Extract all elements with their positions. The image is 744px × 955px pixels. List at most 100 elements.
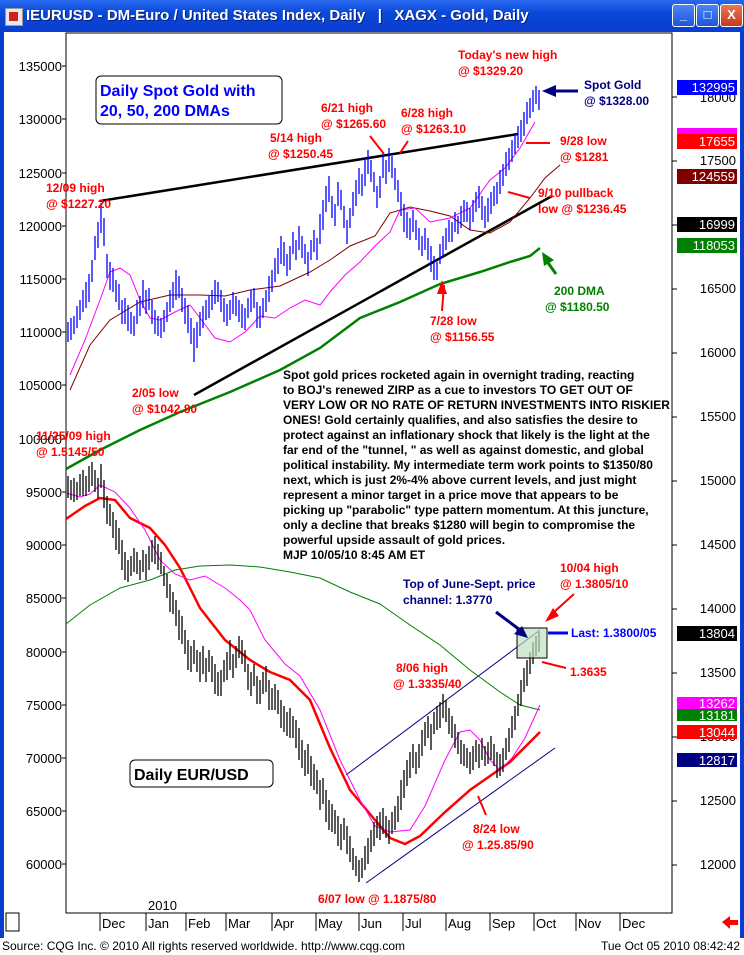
svg-text:17500: 17500 <box>700 153 736 168</box>
svg-text:May: May <box>318 916 343 931</box>
svg-text:@ 1.25.85/90: @ 1.25.85/90 <box>462 838 534 852</box>
gold-20dma-line <box>69 121 536 376</box>
svg-text:@ $1227.20: @ $1227.20 <box>46 197 111 211</box>
svg-text:200 DMA: 200 DMA <box>554 284 605 298</box>
svg-text:Mar: Mar <box>228 916 251 931</box>
svg-text:60000: 60000 <box>26 857 62 872</box>
svg-text:Dec: Dec <box>622 916 646 931</box>
svg-text:@ $1180.50: @ $1180.50 <box>545 300 610 314</box>
svg-text:118053: 118053 <box>693 238 735 253</box>
eur-annotations: 11/25/09 high @ 1.5145/50 6/07 low @ 1.1… <box>36 429 629 906</box>
minimize-button[interactable]: _ <box>672 4 695 27</box>
svg-text:105000: 105000 <box>19 378 62 393</box>
svg-text:110000: 110000 <box>20 325 62 340</box>
svg-text:17655: 17655 <box>699 134 735 149</box>
arrow-left-icon <box>542 85 556 97</box>
svg-text:120000: 120000 <box>19 219 62 234</box>
upper-trendline <box>99 132 519 203</box>
svg-text:75000: 75000 <box>26 698 62 713</box>
svg-text:Top of June-Sept. price: Top of June-Sept. price <box>403 577 536 591</box>
chart-svg: 135000 130000 125000 120000 115000 11000… <box>5 32 738 932</box>
maximize-button[interactable]: □ <box>696 4 719 27</box>
annotation-1209-high: 12/09 high <box>46 181 105 195</box>
svg-text:VERY LOW OR NO RATE OF RETURN: VERY LOW OR NO RATE OF RETURN INVESTMENT… <box>283 398 670 412</box>
svg-text:@ 1.5145/50: @ 1.5145/50 <box>36 445 105 459</box>
svg-text:9/10 pullback: 9/10 pullback <box>538 186 614 200</box>
eur-50dma-line <box>65 496 541 846</box>
scroll-box[interactable] <box>5 912 20 932</box>
svg-text:13500: 13500 <box>700 665 736 680</box>
svg-text:124559: 124559 <box>692 169 735 184</box>
svg-text:Today's new high: Today's new high <box>458 48 557 62</box>
right-axis-ticks <box>672 96 677 866</box>
svg-text:Spot Gold: Spot Gold <box>584 78 641 92</box>
scroll-left-arrow-icon[interactable] <box>722 916 738 929</box>
right-axis-tags: 132995 17655 124559 16999 118053 13804 1… <box>677 80 737 768</box>
svg-text:@ $1156.55: @ $1156.55 <box>430 330 495 344</box>
svg-text:Jun: Jun <box>361 916 382 931</box>
svg-text:20, 50, 200 DMAs: 20, 50, 200 DMAs <box>100 103 230 120</box>
commentary-text: Spot gold prices rocketed again in overn… <box>283 368 670 562</box>
svg-text:15000: 15000 <box>700 473 736 488</box>
svg-text:@ 1.3335/40: @ 1.3335/40 <box>393 677 462 691</box>
gold-annotations: 12/09 high @ $1227.20 5/14 high @ $1250.… <box>46 48 627 416</box>
chart-area: 135000 130000 125000 120000 115000 11000… <box>4 32 740 938</box>
svg-text:80000: 80000 <box>26 645 62 660</box>
eur-20dma-line <box>65 484 541 833</box>
svg-text:12500: 12500 <box>700 793 736 808</box>
gold-price-bars <box>67 86 540 362</box>
svg-text:13804: 13804 <box>699 626 735 641</box>
left-axis: 135000 130000 125000 120000 115000 11000… <box>19 59 62 872</box>
close-button[interactable]: X <box>720 4 743 27</box>
svg-text:Feb: Feb <box>188 916 210 931</box>
svg-text:@ $1263.10: @ $1263.10 <box>401 122 466 136</box>
svg-text:@ $1329.20: @ $1329.20 <box>458 64 523 78</box>
svg-text:MJP 10/05/10 8:45 AM ET: MJP 10/05/10 8:45 AM ET <box>283 548 426 562</box>
svg-text:Daily EUR/USD: Daily EUR/USD <box>134 767 249 784</box>
svg-text:95000: 95000 <box>26 485 62 500</box>
svg-text:8/24 low: 8/24 low <box>473 822 520 836</box>
svg-text:12817: 12817 <box>699 753 735 768</box>
svg-text:135000: 135000 <box>19 59 62 74</box>
svg-text:13044: 13044 <box>699 725 735 740</box>
svg-text:powerful upside assault of gol: powerful upside assault of gold prices. <box>283 533 505 547</box>
svg-text:13262: 13262 <box>699 696 735 711</box>
svg-text:Last: 1.3800/05: Last: 1.3800/05 <box>571 626 657 640</box>
gold-title-box <box>95 75 283 125</box>
svg-text:2010: 2010 <box>148 898 177 913</box>
svg-text:low @ $1236.45: low @ $1236.45 <box>538 202 627 216</box>
svg-text:Aug: Aug <box>448 916 471 931</box>
svg-text:Oct: Oct <box>536 916 557 931</box>
gold-50dma-line <box>69 164 561 391</box>
window-title: IEURUSD - DM-Euro / United States Index,… <box>26 7 529 24</box>
eurusd-title-box <box>129 759 274 788</box>
svg-text:132995: 132995 <box>692 80 735 95</box>
svg-text:10/04 high: 10/04 high <box>560 561 619 575</box>
svg-text:channel: 1.3770: channel: 1.3770 <box>403 593 493 607</box>
source-credit: Source: CQG Inc. © 2010 All rights reser… <box>2 939 406 953</box>
svg-text:Nov: Nov <box>578 916 602 931</box>
svg-text:political instability. My int: political instability. My intermediate t… <box>283 458 653 472</box>
svg-text:@ $1265.60: @ $1265.60 <box>321 117 386 131</box>
left-axis-ticks <box>62 65 66 865</box>
svg-text:@ $1250.45: @ $1250.45 <box>268 147 333 161</box>
svg-text:8/06 high: 8/06 high <box>396 661 448 675</box>
svg-text:only a decline that breaks $12: only a decline that breaks $1280 will be… <box>283 518 635 532</box>
svg-text:picking up "parabolic" type pa: picking up "parabolic" type pattern mome… <box>283 503 649 517</box>
svg-text:12000: 12000 <box>700 857 736 872</box>
timestamp: Tue Oct 05 2010 08:42:42 <box>601 939 740 953</box>
svg-text:Apr: Apr <box>274 916 295 931</box>
arrow-icon <box>437 280 447 294</box>
svg-text:far end of the "tunnel, " as w: far end of the "tunnel, " as well as aga… <box>283 443 644 457</box>
svg-text:115000: 115000 <box>20 272 62 287</box>
app-icon[interactable] <box>5 8 23 26</box>
svg-text:6/21 high: 6/21 high <box>321 101 373 115</box>
status-footer: Source: CQG Inc. © 2010 All rights reser… <box>0 938 744 955</box>
eur-pointer-lines <box>477 593 575 816</box>
title-bar[interactable]: IEURUSD - DM-Euro / United States Index,… <box>0 0 744 32</box>
svg-text:2/05 low: 2/05 low <box>132 386 179 400</box>
svg-text:90000: 90000 <box>26 538 62 553</box>
svg-text:6/07 low @ 1.1875/80: 6/07 low @ 1.1875/80 <box>318 892 437 906</box>
svg-text:100000: 100000 <box>19 432 62 447</box>
